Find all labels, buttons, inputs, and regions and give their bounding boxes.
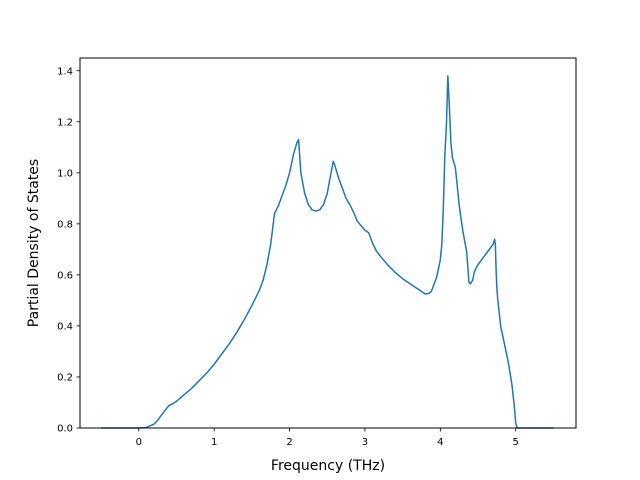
plot-frame: [79, 57, 577, 429]
y-tick-label: 0.4: [57, 321, 73, 332]
y-tick-label: 0.6: [57, 270, 73, 281]
x-tick-label: 1: [211, 437, 217, 448]
y-axis-label: Partial Density of States: [26, 159, 42, 327]
x-tick-label: 5: [513, 437, 519, 448]
y-tick-label: 0.0: [57, 424, 73, 435]
plot-area: [80, 58, 576, 428]
y-tick-label: 1.0: [57, 168, 73, 179]
x-tick-label: 2: [286, 437, 292, 448]
y-tick-label: 0.8: [57, 219, 73, 230]
line-layer: [101, 75, 554, 429]
y-tick-label: 1.2: [57, 117, 73, 128]
x-axis-label: Frequency (THz): [271, 458, 385, 474]
y-tick-label: 1.4: [57, 66, 73, 77]
pdos-series-line: [101, 75, 554, 429]
x-tick-label: 3: [362, 437, 368, 448]
x-axis-ticks: 0 1 2 3 4 5: [136, 428, 519, 448]
y-axis-ticks: 0.0 0.2 0.4 0.6 0.8 1.0 1.2 1.4: [57, 66, 80, 435]
x-tick-label: 4: [437, 437, 443, 448]
x-tick-label: 0: [136, 437, 142, 448]
y-tick-label: 0.2: [57, 372, 73, 383]
